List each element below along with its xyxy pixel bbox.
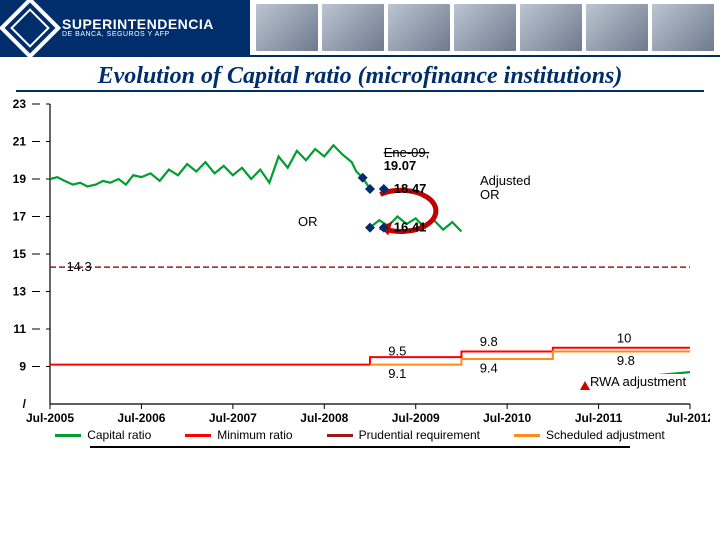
legend: Capital ratio Minimum ratio Prudential r… bbox=[0, 428, 720, 444]
annotation-or: OR bbox=[298, 214, 318, 229]
logo-line2: DE BANCA, SEGUROS Y AFP bbox=[62, 31, 214, 38]
legend-swatch bbox=[327, 434, 353, 437]
header-photo bbox=[454, 4, 516, 51]
legend-label: Scheduled adjustment bbox=[546, 428, 665, 442]
legend-label: Prudential requirement bbox=[359, 428, 480, 442]
header-photo bbox=[322, 4, 384, 51]
legend-swatch bbox=[185, 434, 211, 437]
svg-text:Jul-2006: Jul-2006 bbox=[117, 411, 165, 425]
svg-text:14.3: 14.3 bbox=[66, 259, 91, 274]
svg-text:9.1: 9.1 bbox=[388, 366, 406, 381]
header-photo bbox=[652, 4, 714, 51]
header-photo bbox=[388, 4, 450, 51]
legend-underline bbox=[90, 446, 630, 448]
svg-text:Jul-2009: Jul-2009 bbox=[392, 411, 440, 425]
svg-text:16.41: 16.41 bbox=[394, 220, 427, 235]
svg-text:Jul-2005: Jul-2005 bbox=[26, 411, 74, 425]
svg-text:Jul-2010: Jul-2010 bbox=[483, 411, 531, 425]
header-photo bbox=[586, 4, 648, 51]
svg-text:21: 21 bbox=[13, 135, 27, 149]
svg-text:10: 10 bbox=[617, 330, 631, 345]
svg-text:Jul-2007: Jul-2007 bbox=[209, 411, 257, 425]
logo-line1: SUPERINTENDENCIA bbox=[62, 17, 214, 31]
svg-text:17: 17 bbox=[13, 210, 27, 224]
logo-block: SUPERINTENDENCIA DE BANCA, SEGUROS Y AFP bbox=[0, 0, 250, 55]
logo-diamond-icon bbox=[0, 0, 61, 59]
logo-text: SUPERINTENDENCIA DE BANCA, SEGUROS Y AFP bbox=[62, 17, 214, 38]
svg-text:11: 11 bbox=[13, 322, 26, 336]
svg-text:/: / bbox=[23, 397, 27, 411]
photo-strip bbox=[250, 0, 720, 55]
legend-label: Minimum ratio bbox=[217, 428, 292, 442]
svg-text:Jul-2008: Jul-2008 bbox=[300, 411, 348, 425]
svg-text:9.8: 9.8 bbox=[617, 353, 635, 368]
svg-text:9.4: 9.4 bbox=[480, 360, 498, 375]
legend-item: Scheduled adjustment bbox=[514, 428, 665, 442]
svg-text:9.8: 9.8 bbox=[480, 334, 498, 349]
legend-swatch bbox=[514, 434, 540, 437]
chart-area: 9 11 13 15 17 19 21 23 /Jul-2005 Jul-2006 Jul-2007… bbox=[10, 96, 710, 426]
header-strip: SUPERINTENDENCIA DE BANCA, SEGUROS Y AFP bbox=[0, 0, 720, 57]
svg-text:9.5: 9.5 bbox=[388, 344, 406, 359]
header-photo bbox=[520, 4, 582, 51]
legend-swatch bbox=[55, 434, 81, 437]
svg-text:19: 19 bbox=[13, 172, 27, 186]
header-photo bbox=[256, 4, 318, 51]
legend-item: Capital ratio bbox=[55, 428, 151, 442]
svg-text:19.07: 19.07 bbox=[384, 158, 417, 173]
svg-text:Jul-2012: Jul-2012 bbox=[666, 411, 710, 425]
svg-text:18.47: 18.47 bbox=[394, 181, 427, 196]
legend-item: Minimum ratio bbox=[185, 428, 292, 442]
svg-text:9: 9 bbox=[19, 360, 26, 374]
annotation-rwa: RWA adjustment bbox=[588, 374, 688, 389]
legend-label: Capital ratio bbox=[87, 428, 151, 442]
chart-title: Evolution of Capital ratio (microfinance… bbox=[16, 57, 704, 92]
annotation-adjusted-or: Adjusted OR bbox=[480, 174, 550, 203]
svg-text:Jul-2011: Jul-2011 bbox=[575, 411, 623, 425]
svg-text:15: 15 bbox=[13, 247, 27, 261]
svg-text:13: 13 bbox=[13, 285, 27, 299]
triangle-icon bbox=[580, 381, 590, 390]
legend-item: Prudential requirement bbox=[327, 428, 480, 442]
svg-text:23: 23 bbox=[13, 97, 27, 111]
